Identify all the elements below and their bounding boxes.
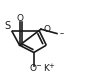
Text: –: – xyxy=(60,29,64,38)
Text: +: + xyxy=(49,63,55,69)
Text: O: O xyxy=(16,14,23,23)
Text: S: S xyxy=(5,21,11,31)
Text: O: O xyxy=(29,64,36,73)
Text: −: − xyxy=(35,63,41,69)
Text: K: K xyxy=(43,64,49,73)
Text: O: O xyxy=(44,25,51,34)
